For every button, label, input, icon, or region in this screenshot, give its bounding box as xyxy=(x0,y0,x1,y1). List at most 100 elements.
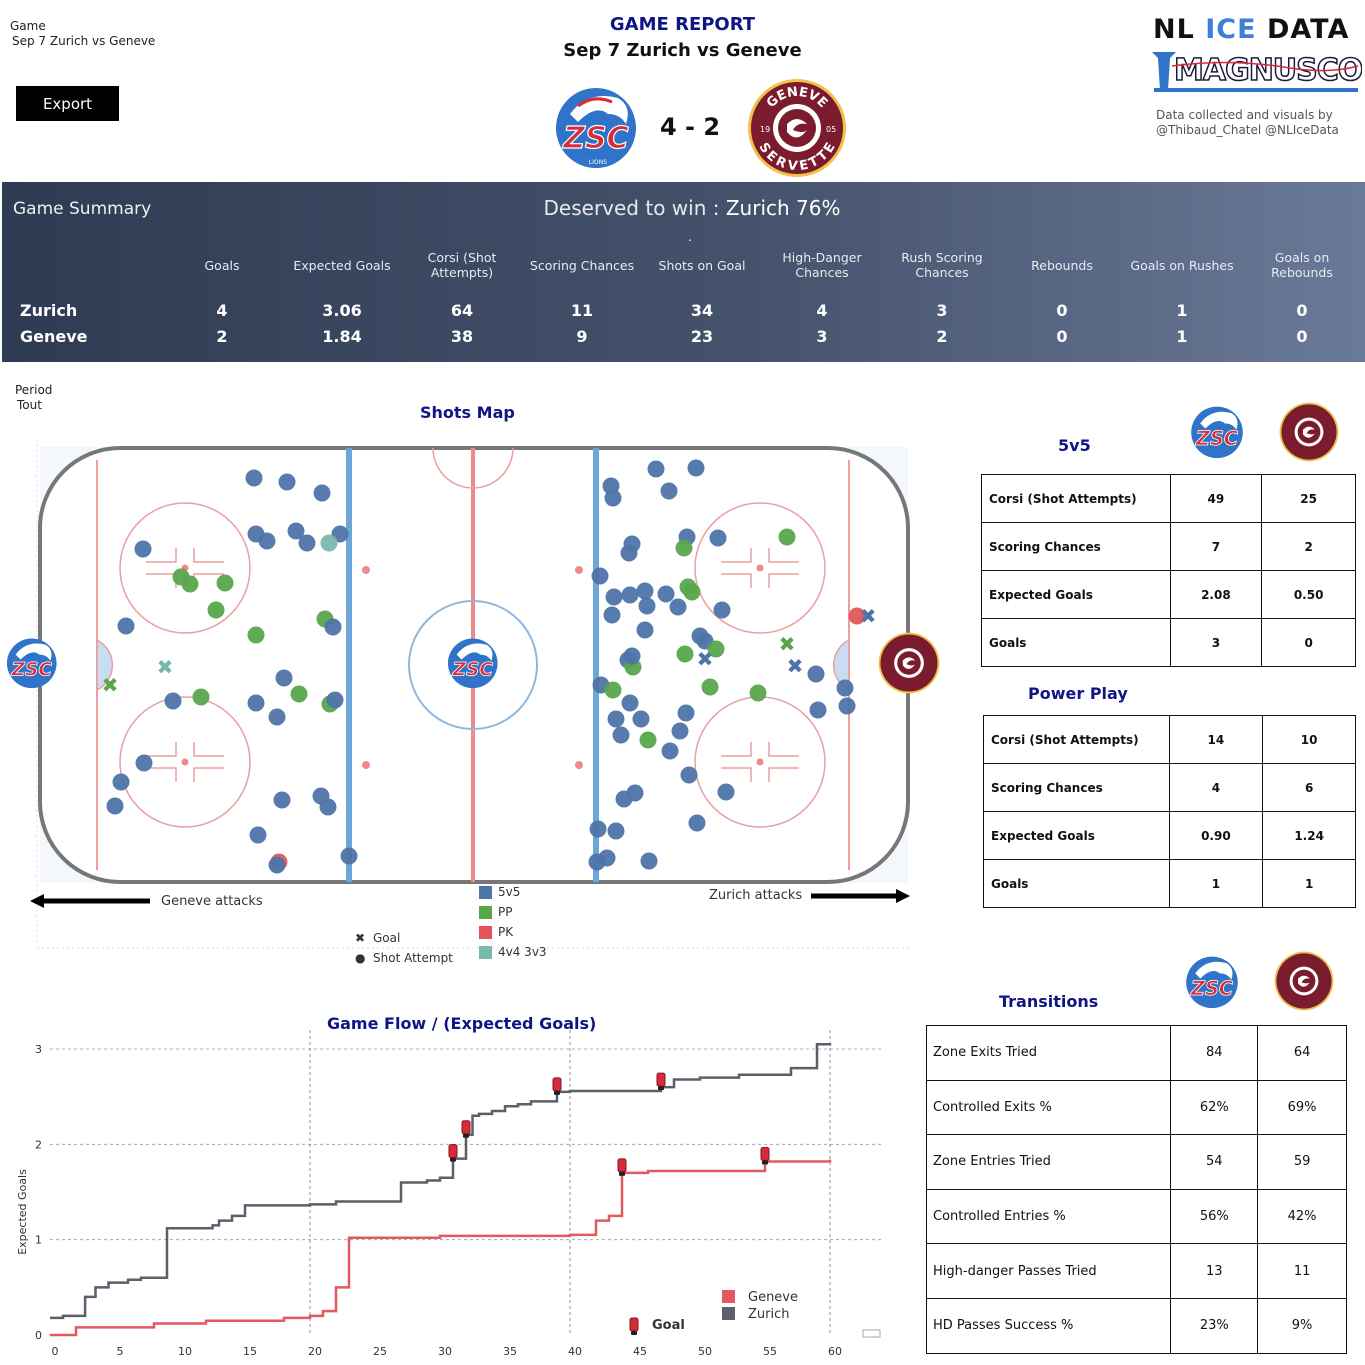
x-tick-label: 10 xyxy=(178,1345,192,1358)
legend-item: PK xyxy=(479,922,547,942)
summary-value: 4 xyxy=(216,301,228,320)
shot-attempt xyxy=(669,598,687,616)
summary-value: 23 xyxy=(690,327,714,346)
x-tick-label: 40 xyxy=(568,1345,582,1358)
legend-item: 5v5 xyxy=(479,882,547,902)
stat-label: Controlled Exits % xyxy=(925,1079,1172,1136)
home-value: 54 xyxy=(1170,1134,1259,1190)
period-filter-value[interactable]: Tout xyxy=(17,398,42,412)
summary-value: 4 xyxy=(816,301,828,320)
shot-attempt xyxy=(807,665,825,683)
stat-label: Scoring Chances xyxy=(981,522,1171,571)
shot-attempt xyxy=(639,731,657,749)
home-value: 14 xyxy=(1168,715,1264,764)
stat-row: Scoring Chances 4 6 xyxy=(983,763,1356,812)
shot-attempt xyxy=(615,790,633,808)
shot-attempt xyxy=(660,482,678,500)
home-value: 62% xyxy=(1170,1079,1259,1136)
stat-label: Controlled Entries % xyxy=(925,1188,1172,1245)
chart-scrollbar[interactable] xyxy=(862,1329,881,1338)
transitions-table: Zone Exits Tried 84 64 Controlled Exits % 62… xyxy=(925,1025,1347,1354)
transitions-title: Transitions xyxy=(999,992,1099,1011)
summary-col-header: Corsi (Shot Attempts) xyxy=(427,250,497,280)
brand-logo-title: NL ICE DATA xyxy=(1153,14,1350,45)
shot-attempt xyxy=(117,617,135,635)
home-value: 84 xyxy=(1170,1025,1259,1081)
summary-col-header: Expected Goals xyxy=(293,258,391,273)
shot-attempt xyxy=(621,694,639,712)
away-value: 59 xyxy=(1257,1134,1347,1190)
strength-legend: 5v5 PP PK 4v4 3v3 xyxy=(479,882,547,962)
legend-label: 4v4 3v3 xyxy=(498,945,547,959)
legend-label: PP xyxy=(498,905,513,919)
legend-label: Geneve xyxy=(748,1290,798,1305)
legend-goal-label: Goal xyxy=(652,1318,685,1333)
shot-attempt xyxy=(636,621,654,639)
shot-attempt xyxy=(320,534,338,552)
home-value: 1 xyxy=(1168,859,1264,908)
shot-attempt xyxy=(249,826,267,844)
summary-value: 9 xyxy=(576,327,588,346)
shot-attempt xyxy=(273,791,291,809)
shots-map-title: Shots Map xyxy=(420,403,515,422)
svg-text:05: 05 xyxy=(826,125,836,134)
game-filter[interactable]: Game Sep 7 Zurich vs Geneve xyxy=(10,19,155,49)
shot-attempt xyxy=(275,669,293,687)
shot-attempt xyxy=(640,852,658,870)
report-title: GAME REPORT xyxy=(609,14,756,35)
home-value: 7 xyxy=(1169,522,1263,571)
shot-attempt xyxy=(216,574,234,592)
away-value: 1.24 xyxy=(1262,811,1356,860)
stat-label: Scoring Chances xyxy=(983,763,1170,812)
stat-label: HD Passes Success % xyxy=(925,1297,1172,1354)
export-button[interactable]: Export xyxy=(16,86,119,121)
shot-attempt xyxy=(836,679,854,697)
zsc-logo-transitions: ZSC xyxy=(1186,956,1238,1009)
summary-team-name: Geneve xyxy=(20,327,88,346)
x-tick-label: 20 xyxy=(308,1345,322,1358)
summary-value: 0 xyxy=(1296,301,1308,320)
geneve-side-logo xyxy=(878,632,940,694)
shot-attempt xyxy=(677,704,695,722)
series-line-zurich xyxy=(50,1042,832,1320)
summary-value: 2 xyxy=(936,327,948,346)
power-play-title: Power Play xyxy=(1028,684,1128,703)
home-value: 23% xyxy=(1170,1297,1259,1354)
shot-attempt xyxy=(298,534,316,552)
shot-attempt xyxy=(671,722,689,740)
away-value: 2 xyxy=(1261,522,1356,571)
shot-attempt xyxy=(247,694,265,712)
x-tick-label: 45 xyxy=(633,1345,647,1358)
away-value: 9% xyxy=(1257,1297,1347,1354)
shot-attempt xyxy=(258,532,276,550)
shot-attempt xyxy=(268,856,286,874)
legend-swatch xyxy=(479,925,492,939)
y-tick-label: 3 xyxy=(35,1043,42,1056)
game-filter-value[interactable]: Sep 7 Zurich vs Geneve xyxy=(12,34,156,48)
legend-shot-attempt: ● Shot Attempt xyxy=(355,951,453,965)
away-value: 11 xyxy=(1257,1243,1347,1299)
report-subtitle: Sep 7 Zurich vs Geneve xyxy=(563,40,802,61)
shot-attempt xyxy=(675,539,693,557)
stat-row: Goals 3 0 xyxy=(981,618,1356,667)
shot-attempt xyxy=(661,742,679,760)
zurich-attacks-label: Zurich attacks xyxy=(709,888,802,903)
summary-value: 0 xyxy=(1056,301,1068,320)
period-filter[interactable]: Period Tout xyxy=(15,383,52,413)
shot-attempt xyxy=(181,575,199,593)
center-ice-logo: ZSC xyxy=(447,638,498,689)
goal-marker-zurich xyxy=(461,1120,471,1138)
x-tick-label: 15 xyxy=(243,1345,257,1358)
y-axis-label: Expected Goals xyxy=(16,1169,29,1255)
y-tick-label: 2 xyxy=(35,1138,42,1151)
shot-attempt xyxy=(589,820,607,838)
stat-label: Corsi (Shot Attempts) xyxy=(983,715,1170,764)
period-filter-label: Period xyxy=(15,383,53,397)
summary-value: 3.06 xyxy=(322,301,362,320)
shot-attempt xyxy=(620,544,638,562)
goal-marker-geneve xyxy=(760,1146,770,1165)
stat-label: Goals xyxy=(983,859,1170,908)
shot-attempt xyxy=(604,681,622,699)
game-summary-banner: Game Summary Deserved to win : Zurich 76… xyxy=(2,182,1365,362)
goal-marker-zurich xyxy=(552,1077,562,1095)
